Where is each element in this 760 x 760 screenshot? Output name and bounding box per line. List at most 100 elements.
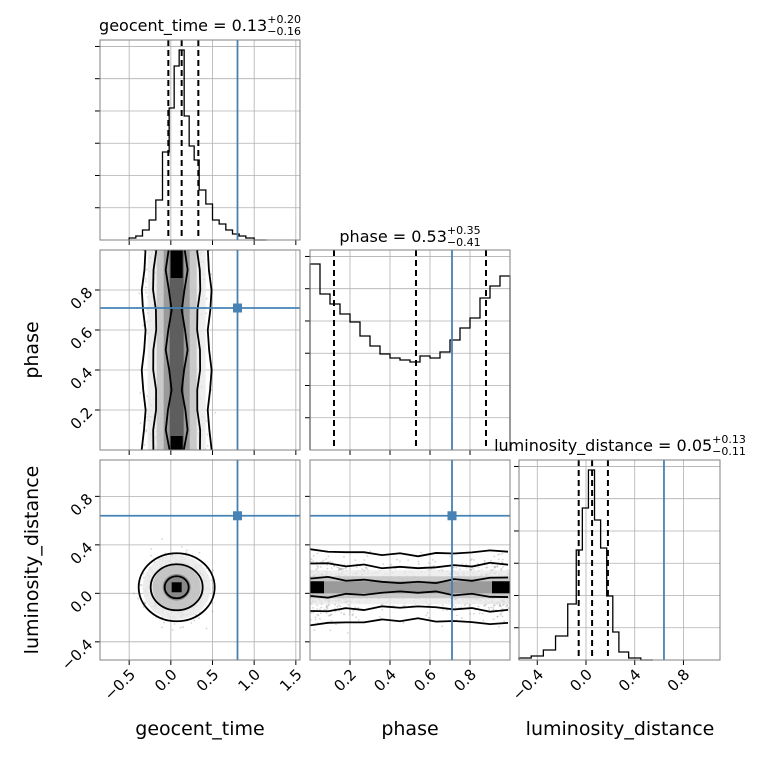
sample-point bbox=[161, 538, 164, 540]
sample-point bbox=[329, 629, 332, 632]
sample-point bbox=[335, 623, 337, 626]
sample-point bbox=[144, 602, 147, 605]
sample-point bbox=[150, 554, 152, 557]
sample-point bbox=[317, 566, 320, 569]
title-geocent-time: geocent_time = 0.13+0.20 −0.16 bbox=[99, 13, 301, 38]
sample-point bbox=[325, 606, 328, 609]
truth-marker bbox=[233, 303, 242, 313]
sample-point bbox=[492, 604, 495, 607]
sample-point bbox=[456, 614, 459, 617]
sample-point bbox=[343, 556, 345, 558]
sample-point bbox=[344, 567, 347, 570]
sample-point bbox=[501, 552, 504, 555]
sample-point bbox=[206, 445, 209, 447]
panel-frame bbox=[99, 39, 301, 241]
sample-point bbox=[198, 617, 201, 620]
sample-point bbox=[198, 551, 201, 554]
sample-point bbox=[339, 567, 342, 570]
contour bbox=[310, 605, 509, 613]
x-tick-label: 0.8 bbox=[664, 666, 694, 696]
sample-point bbox=[432, 568, 435, 570]
sample-point bbox=[499, 604, 501, 606]
y-tick-label: 0.4 bbox=[67, 538, 97, 568]
sample-point bbox=[498, 553, 501, 556]
sample-point bbox=[336, 605, 339, 608]
sample-point bbox=[470, 558, 473, 560]
sample-point bbox=[492, 608, 495, 611]
sample-point bbox=[320, 606, 323, 609]
sample-point bbox=[185, 551, 188, 554]
sample-point bbox=[330, 613, 333, 616]
sample-point bbox=[354, 606, 356, 609]
sample-point bbox=[185, 549, 188, 552]
sample-point bbox=[357, 619, 360, 621]
sample-point bbox=[173, 623, 176, 625]
sample-point bbox=[482, 619, 485, 622]
x-tick-label: −0.4 bbox=[509, 666, 547, 704]
panel-luminosity-distance-vs-geocent-time bbox=[95, 459, 301, 665]
sample-point bbox=[501, 558, 504, 561]
sample-point bbox=[157, 558, 160, 560]
y-tick-label: 0.4 bbox=[67, 364, 97, 394]
sample-point bbox=[140, 584, 143, 587]
sample-point bbox=[381, 608, 384, 611]
y-tick-label: 0.2 bbox=[67, 404, 97, 434]
x-tick-label: 1.5 bbox=[276, 666, 306, 696]
sample-point bbox=[442, 609, 445, 611]
sample-point bbox=[354, 559, 357, 562]
title-phase: phase = 0.53+0.35 −0.41 bbox=[339, 224, 480, 249]
sample-point bbox=[325, 612, 328, 614]
histogram-step bbox=[518, 469, 653, 661]
sample-point bbox=[326, 605, 328, 608]
sample-point bbox=[364, 566, 367, 569]
sample-point bbox=[399, 560, 401, 563]
density-peak bbox=[170, 436, 183, 450]
sample-point bbox=[366, 568, 368, 571]
sample-point bbox=[144, 286, 147, 289]
panel-geocent-time-histogram bbox=[95, 39, 301, 245]
sample-point bbox=[316, 604, 319, 607]
sample-point bbox=[382, 563, 385, 565]
sample-point bbox=[483, 559, 486, 562]
sample-point bbox=[507, 606, 510, 609]
sample-point bbox=[327, 555, 330, 558]
sample-point bbox=[484, 604, 486, 607]
sample-point bbox=[190, 622, 193, 624]
sample-point bbox=[316, 567, 319, 570]
joint-content bbox=[133, 538, 216, 631]
sample-point bbox=[490, 606, 492, 609]
contour bbox=[206, 250, 213, 450]
sample-point bbox=[340, 567, 343, 570]
x-tick-label: 0.4 bbox=[370, 666, 400, 696]
sample-point bbox=[323, 608, 326, 611]
sample-point bbox=[319, 566, 322, 568]
sample-point bbox=[139, 583, 142, 586]
sample-point bbox=[328, 614, 331, 617]
x-tick-label: 0.6 bbox=[410, 666, 440, 696]
contour bbox=[310, 590, 509, 599]
sample-point bbox=[458, 568, 461, 571]
sample-point bbox=[146, 395, 149, 398]
sample-point bbox=[452, 566, 455, 569]
sample-point bbox=[505, 605, 507, 608]
sample-point bbox=[181, 545, 183, 548]
panel-phase-histogram bbox=[305, 249, 511, 455]
sample-point bbox=[502, 565, 504, 568]
sample-point bbox=[338, 567, 341, 570]
sample-point bbox=[390, 563, 393, 566]
sample-point bbox=[327, 614, 330, 617]
sample-point bbox=[326, 607, 329, 610]
sample-point bbox=[487, 606, 490, 609]
y-tick-label: −0.4 bbox=[58, 635, 96, 673]
sample-point bbox=[477, 566, 480, 569]
sample-point bbox=[334, 607, 336, 610]
sample-point bbox=[150, 548, 153, 550]
y-tick-label: 0.8 bbox=[67, 490, 97, 520]
density-band bbox=[310, 581, 510, 594]
sample-point bbox=[455, 566, 458, 569]
sample-point bbox=[427, 603, 430, 606]
sample-point bbox=[330, 619, 333, 622]
sample-point bbox=[327, 604, 330, 607]
sample-point bbox=[485, 566, 488, 569]
